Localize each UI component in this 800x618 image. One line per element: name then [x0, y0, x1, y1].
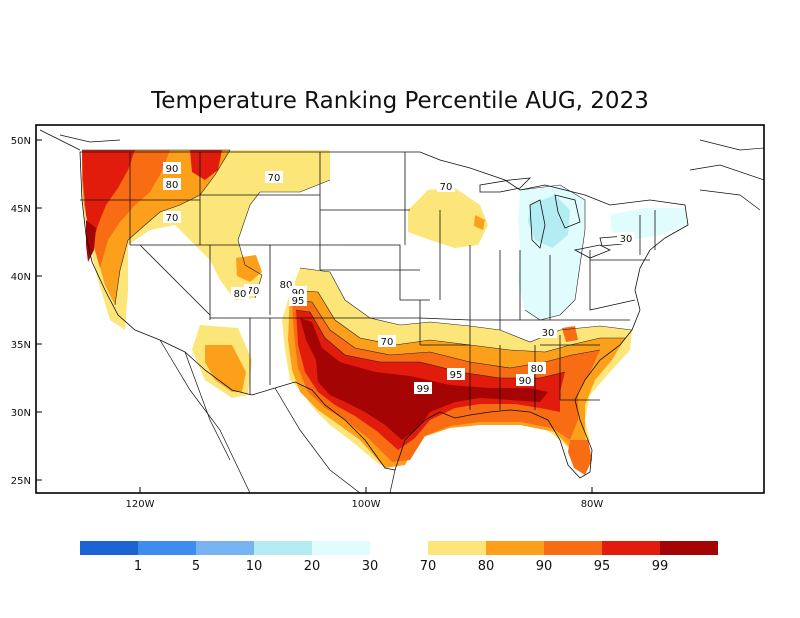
legend-label: 80: [478, 559, 495, 574]
legend-label: 1: [134, 559, 142, 574]
contour-label: 80: [280, 280, 293, 291]
region-west-99: [86, 220, 96, 262]
contour-label: 70: [247, 286, 260, 297]
longitude-axis: 120W 100W 80W: [126, 487, 604, 510]
legend-label: 70: [420, 559, 437, 574]
contour-label: 70: [166, 213, 179, 224]
map-content: [39, 129, 764, 493]
legend-swatch-warm: [660, 541, 718, 555]
lat-tick-label: 25N: [11, 476, 31, 487]
lon-tick-label: 120W: [126, 499, 155, 510]
region-south-95: [296, 310, 565, 450]
contour-labels: 90 80 70 70 70 80 70 80 90 95 70 30 95 9…: [163, 162, 635, 395]
legend-swatch-warm: [428, 541, 486, 555]
legend-label: 20: [304, 559, 321, 574]
region-florida-90: [568, 440, 592, 475]
region-colorado-80: [236, 255, 262, 282]
contour-label: 70: [381, 337, 394, 348]
region-idaho-95: [190, 150, 222, 180]
legend-swatch-cold: [254, 541, 312, 555]
contour-label: 90: [519, 376, 532, 387]
lat-tick-label: 35N: [11, 340, 31, 351]
color-legend: 1 5 10 20 30 70 80 90 95 99: [80, 541, 718, 574]
region-south-99: [300, 318, 548, 440]
legend-swatch-cold: [138, 541, 196, 555]
legend-swatch-warm: [486, 541, 544, 555]
legend-label: 99: [652, 559, 669, 574]
legend-swatch-cold: [196, 541, 254, 555]
legend-label: 95: [594, 559, 611, 574]
map-title: Temperature Ranking Percentile AUG, 2023: [151, 88, 649, 114]
state-boundaries: [79, 151, 689, 479]
lon-tick-label: 80W: [581, 499, 604, 510]
map-frame: [35, 124, 765, 494]
latitude-axis: 50N 45N 40N 35N 30N 25N: [11, 136, 42, 487]
contour-label: 95: [292, 296, 305, 307]
contour-label: 80: [531, 364, 544, 375]
contour-label: 80: [166, 180, 179, 191]
region-arizona-80: [205, 345, 246, 392]
lat-tick-label: 50N: [11, 136, 31, 147]
lat-tick-label: 40N: [11, 272, 31, 283]
contour-label: 95: [450, 370, 463, 381]
legend-label: 10: [246, 559, 263, 574]
contour-label: 90: [292, 288, 305, 299]
region-west-95: [82, 150, 135, 245]
contour-label: 90: [166, 164, 179, 175]
legend-label: 5: [192, 559, 200, 574]
region-midwest-80: [474, 215, 485, 230]
lon-tick-label: 100W: [352, 499, 381, 510]
us-outline: [79, 151, 689, 479]
lat-tick-label: 30N: [11, 408, 31, 419]
contour-label: 99: [417, 384, 430, 395]
region-midwest-70: [408, 188, 488, 248]
contour-label: 30: [620, 234, 633, 245]
legend-label: 90: [536, 559, 553, 574]
contour-label: 30: [542, 328, 555, 339]
legend-swatch-warm: [544, 541, 602, 555]
region-michigan-20: [528, 195, 570, 248]
contour-label: 80: [234, 289, 247, 300]
contour-label: 70: [440, 182, 453, 193]
lat-tick-label: 45N: [11, 204, 31, 215]
legend-swatch-warm: [602, 541, 660, 555]
legend-label: 30: [362, 559, 379, 574]
legend-swatch-cold: [80, 541, 138, 555]
contour-label: 70: [268, 173, 281, 184]
legend-swatch-cold: [312, 541, 370, 555]
neighbor-boundaries: [39, 129, 764, 493]
region-carolina-90: [562, 326, 578, 342]
